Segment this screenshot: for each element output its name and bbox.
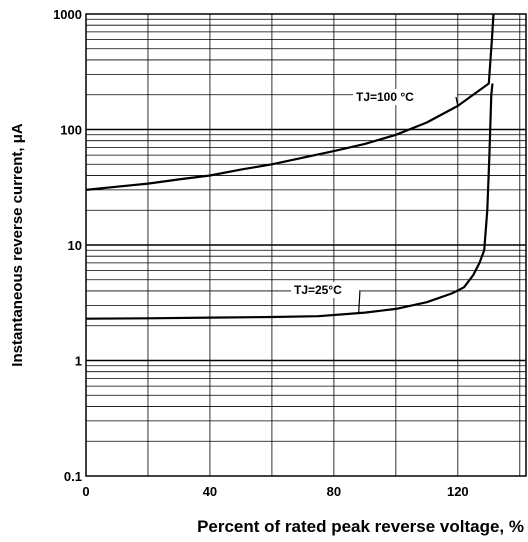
y-tick-label: 1 [75, 354, 82, 369]
x-tick-label: 80 [327, 484, 341, 499]
series-label-tj100: TJ=100 °C [356, 90, 414, 104]
x-tick-label: 40 [203, 484, 217, 499]
series-label-bg [291, 282, 361, 298]
series-labels: TJ=100 °C TJ=25°C [291, 89, 459, 314]
plot-frame [85, 13, 527, 477]
y-tick-label: 100 [60, 123, 82, 138]
x-tick-label: 0 [82, 484, 89, 499]
series-label-leader [455, 96, 459, 107]
x-tick-label: 120 [447, 484, 469, 499]
y-tick-label: 0.1 [64, 469, 82, 484]
series-layer [85, 13, 495, 320]
y-tick-label: 1000 [53, 7, 82, 22]
series-label-tj25: TJ=25°C [294, 283, 342, 297]
series-label-bg [353, 89, 457, 105]
grid [86, 14, 526, 476]
y-axis-title: Instantaneous reverse current, μA [9, 123, 26, 367]
series-label-leader [358, 289, 361, 314]
tick-labels: 0 40 80 120 0.1 1 10 100 1000 [53, 7, 469, 499]
series-line-tj100 [85, 13, 495, 191]
series-line-tj25 [85, 83, 494, 320]
y-tick-label: 10 [68, 238, 82, 253]
x-axis-title: Percent of rated peak reverse voltage, % [197, 517, 524, 536]
